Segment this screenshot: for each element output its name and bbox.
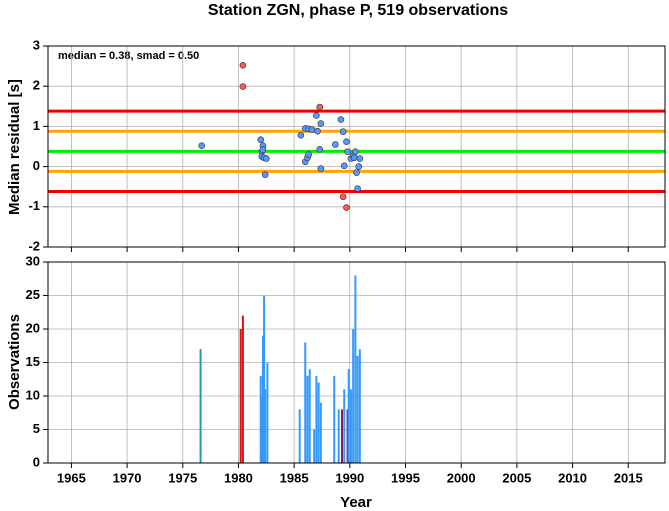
y-tick-label: 0	[33, 158, 40, 173]
bar	[304, 342, 307, 463]
chart-title: Station ZGN, phase P, 519 observations	[208, 2, 508, 19]
bar	[319, 402, 322, 463]
bar	[349, 389, 352, 463]
point	[339, 128, 347, 135]
bar	[358, 349, 361, 463]
bar	[352, 329, 355, 463]
y-tick-label: 10	[26, 387, 40, 402]
point	[261, 171, 269, 178]
y-axis-label: Observations	[6, 314, 23, 410]
y-tick-label: 1	[33, 118, 40, 133]
point	[352, 148, 359, 156]
plot-frame	[47, 45, 666, 248]
point	[313, 112, 320, 119]
bar	[346, 409, 349, 463]
bar	[308, 369, 311, 463]
bar	[259, 375, 262, 463]
bar	[263, 295, 266, 463]
y-tick-label: -2	[28, 238, 40, 253]
point	[339, 193, 347, 201]
x-axis-label: Year	[340, 494, 372, 511]
y-tick-label: -1	[28, 198, 40, 213]
point	[259, 146, 267, 154]
point	[355, 163, 363, 170]
point	[317, 165, 325, 172]
x-tick-label: 1965	[57, 470, 86, 485]
x-tick-label: 2000	[447, 470, 476, 485]
bar	[341, 409, 344, 463]
y-tick-label: 15	[26, 354, 40, 369]
bar	[261, 335, 264, 463]
y-tick-label: 20	[26, 320, 40, 335]
point	[337, 116, 345, 123]
y-tick-label: 2	[33, 78, 40, 93]
point	[297, 131, 305, 139]
point	[350, 154, 358, 162]
point	[305, 151, 312, 158]
point	[317, 120, 325, 127]
bar	[315, 375, 318, 463]
bar	[317, 382, 320, 463]
bar	[343, 389, 346, 463]
y-axis-label: Median residual [s]	[6, 79, 23, 215]
x-tick-label: 1980	[224, 470, 253, 485]
bar	[298, 409, 301, 463]
point	[316, 146, 324, 153]
bar	[347, 369, 350, 463]
bar	[199, 349, 202, 463]
x-tick-label: 2015	[614, 470, 643, 485]
bar	[354, 275, 357, 463]
point	[340, 162, 348, 170]
x-tick-label: 1975	[168, 470, 197, 485]
x-tick-label: 1970	[113, 470, 142, 485]
point	[308, 126, 316, 133]
bar	[333, 375, 336, 463]
bar	[356, 355, 359, 463]
x-tick-label: 1990	[335, 470, 364, 485]
y-tick-label: 3	[33, 37, 40, 52]
point	[353, 169, 360, 176]
point	[239, 83, 247, 90]
bar	[260, 396, 263, 463]
point	[354, 185, 361, 193]
point	[332, 141, 339, 148]
point	[257, 136, 265, 143]
annotation: median = 0.38, smad = 0.50	[58, 50, 199, 62]
bar	[264, 389, 267, 463]
bar	[266, 362, 269, 463]
x-tick-label: 2005	[502, 470, 531, 485]
y-tick-label: 30	[26, 253, 40, 268]
x-tick-label: 2010	[558, 470, 587, 485]
x-tick-label: 1995	[391, 470, 420, 485]
bar	[306, 375, 309, 463]
point	[343, 138, 350, 145]
bar	[337, 409, 340, 463]
y-tick-label: 25	[26, 287, 40, 302]
point	[316, 103, 324, 111]
y-tick-label: 5	[33, 421, 40, 436]
point	[198, 142, 205, 149]
y-tick-label: 0	[33, 454, 40, 469]
bar	[239, 329, 242, 463]
point	[344, 148, 351, 156]
point	[343, 204, 350, 211]
plot-frame	[47, 261, 666, 464]
point	[239, 61, 247, 69]
bar	[241, 315, 244, 463]
point	[262, 155, 270, 162]
point	[356, 155, 364, 162]
point	[314, 127, 321, 135]
bar	[313, 429, 316, 463]
x-tick-label: 1985	[280, 470, 309, 485]
